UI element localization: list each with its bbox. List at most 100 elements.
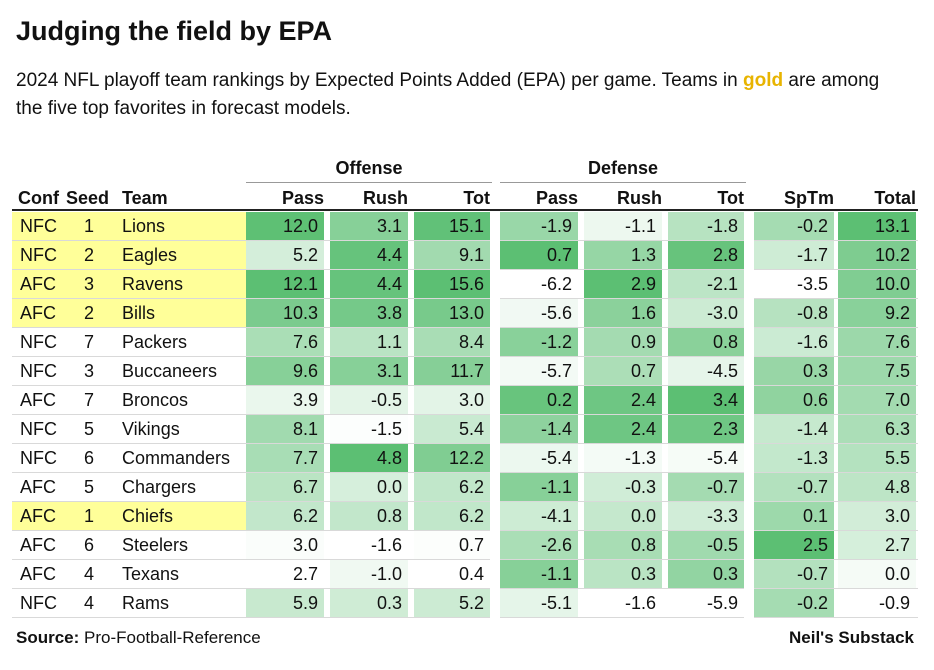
cell-def-tot: -0.5 xyxy=(668,531,744,559)
cell-def-pass: 0.7 xyxy=(500,241,578,269)
cell-seed: 2 xyxy=(84,303,95,323)
favorite-highlight xyxy=(12,241,246,269)
table-row: NFC 2 Eagles 5.2 4.4 9.1 0.7 1.3 2.8 -1.7 10.2 xyxy=(0,241,934,270)
cell-def-rush: -1.3 xyxy=(584,444,662,472)
cell-total: 13.1 xyxy=(838,212,916,240)
cell-def-tot: 0.3 xyxy=(668,560,744,588)
row-divider xyxy=(246,414,490,415)
cell-off-rush: 1.1 xyxy=(330,328,408,356)
cell-off-pass: 6.2 xyxy=(246,502,324,530)
row-divider xyxy=(246,298,490,299)
cell-off-rush: -0.5 xyxy=(330,386,408,414)
page-title: Judging the field by EPA xyxy=(16,16,333,46)
cell-seed: 5 xyxy=(84,419,95,439)
col-header-def-rush: Rush xyxy=(617,188,662,208)
row-divider xyxy=(246,530,490,531)
cell-sptm: -1.7 xyxy=(754,241,834,269)
cell-conf: NFC xyxy=(20,448,57,468)
cell-off-tot: 13.0 xyxy=(414,299,490,327)
cell-sptm: 0.6 xyxy=(754,386,834,414)
row-divider xyxy=(12,588,246,589)
row-divider xyxy=(500,356,744,357)
cell-team: Ravens xyxy=(122,274,184,294)
row-divider xyxy=(246,559,490,560)
cell-team: Texans xyxy=(122,564,180,584)
col-header-off-pass: Pass xyxy=(281,188,324,208)
cell-off-rush: 3.1 xyxy=(330,357,408,385)
row-divider xyxy=(246,356,490,357)
row-divider xyxy=(12,617,246,618)
cell-sptm: -0.7 xyxy=(754,560,834,588)
cell-total: 10.2 xyxy=(838,241,916,269)
row-divider xyxy=(500,501,744,502)
cell-team: Bills xyxy=(122,303,156,323)
cell-off-tot: 11.7 xyxy=(414,357,490,385)
row-divider xyxy=(754,588,918,589)
cell-total: 9.2 xyxy=(838,299,916,327)
favorite-highlight xyxy=(12,299,246,327)
row-divider xyxy=(500,327,744,328)
row-divider xyxy=(246,501,490,502)
cell-total: 7.0 xyxy=(838,386,916,414)
cell-def-rush: -1.6 xyxy=(584,589,662,617)
cell-off-rush: -1.6 xyxy=(330,531,408,559)
cell-off-rush: 0.8 xyxy=(330,502,408,530)
row-divider xyxy=(754,443,918,444)
cell-team: Commanders xyxy=(122,448,231,468)
cell-sptm: -1.4 xyxy=(754,415,834,443)
cell-def-tot: -4.5 xyxy=(668,357,744,385)
cell-off-rush: 0.3 xyxy=(330,589,408,617)
subtitle: 2024 NFL playoff team rankings by Expect… xyxy=(16,67,896,123)
cell-off-pass: 5.9 xyxy=(246,589,324,617)
cell-team: Packers xyxy=(122,332,188,352)
row-divider xyxy=(500,269,744,270)
row-divider xyxy=(12,559,246,560)
cell-total: 7.6 xyxy=(838,328,916,356)
source-label: Source: xyxy=(16,628,80,647)
cell-team: Vikings xyxy=(122,419,180,439)
cell-sptm: 0.3 xyxy=(754,357,834,385)
col-header-conf: Conf xyxy=(18,188,59,208)
cell-def-rush: 2.4 xyxy=(584,415,662,443)
table-row: AFC 5 Chargers 6.7 0.0 6.2 -1.1 -0.3 -0.7 -0.7 4.8 xyxy=(0,473,934,502)
table-row: AFC 3 Ravens 12.1 4.4 15.6 -6.2 2.9 -2.1 -3.5 10.0 xyxy=(0,270,934,299)
cell-def-rush: 0.7 xyxy=(584,357,662,385)
cell-def-rush: 1.3 xyxy=(584,241,662,269)
row-divider xyxy=(754,240,918,241)
col-header-seed: Seed xyxy=(66,188,110,208)
cell-off-tot: 0.7 xyxy=(414,531,490,559)
row-divider xyxy=(12,240,246,241)
cell-def-pass: -6.2 xyxy=(500,270,578,298)
cell-def-rush: 0.3 xyxy=(584,560,662,588)
favorite-highlight xyxy=(12,270,246,298)
col-header-off-tot: Tot xyxy=(463,188,490,208)
cell-total: 5.5 xyxy=(838,444,916,472)
cell-total: 4.8 xyxy=(838,473,916,501)
cell-conf: NFC xyxy=(20,216,57,236)
cell-team: Eagles xyxy=(122,245,178,265)
row-divider xyxy=(246,385,490,386)
cell-off-tot: 5.4 xyxy=(414,415,490,443)
cell-conf: AFC xyxy=(20,535,56,555)
cell-off-tot: 6.2 xyxy=(414,473,490,501)
cell-off-pass: 9.6 xyxy=(246,357,324,385)
cell-def-tot: -5.9 xyxy=(668,589,744,617)
cell-off-pass: 10.3 xyxy=(246,299,324,327)
row-divider xyxy=(500,385,744,386)
table-row: NFC 7 Packers 7.6 1.1 8.4 -1.2 0.9 0.8 -1.6 7.6 xyxy=(0,328,934,357)
cell-team: Rams xyxy=(122,593,170,613)
cell-off-rush: -1.0 xyxy=(330,560,408,588)
cell-sptm: -0.8 xyxy=(754,299,834,327)
row-divider xyxy=(12,327,246,328)
row-divider xyxy=(12,443,246,444)
cell-off-pass: 3.0 xyxy=(246,531,324,559)
cell-def-rush: 0.0 xyxy=(584,502,662,530)
source-note: Source: Pro-Football-Reference xyxy=(16,628,261,648)
cell-def-tot: 3.4 xyxy=(668,386,744,414)
cell-seed: 7 xyxy=(84,390,95,410)
table-row: AFC 2 Bills 10.3 3.8 13.0 -5.6 1.6 -3.0 -0.8 9.2 xyxy=(0,299,934,328)
cell-off-rush: 4.4 xyxy=(330,270,408,298)
cell-def-pass: -1.9 xyxy=(500,212,578,240)
cell-off-tot: 3.0 xyxy=(414,386,490,414)
cell-sptm: -0.2 xyxy=(754,212,834,240)
